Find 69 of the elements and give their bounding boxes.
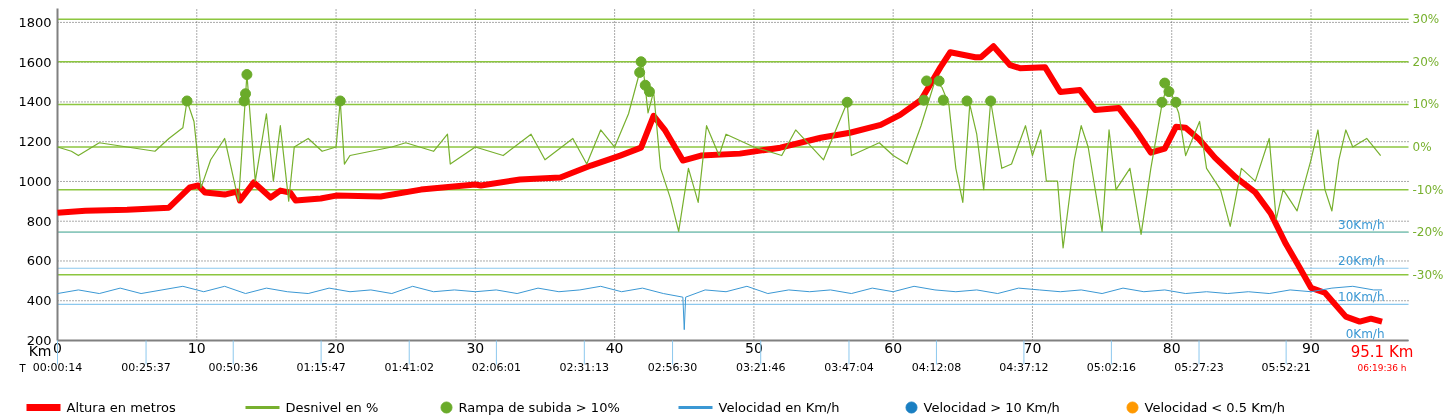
x-tick-label: 10 (187, 339, 206, 356)
legend-label: Altura en metros (66, 400, 176, 415)
x2-tick-label: 00:50:36 (208, 360, 258, 374)
point (933, 75, 945, 87)
x2-tick-label: 02:06:01 (471, 360, 522, 374)
x2-tick-label: 00:25:37 (121, 360, 171, 374)
legend-label: Desnivel en % (285, 400, 379, 415)
point (841, 96, 853, 108)
point (635, 56, 647, 68)
x-tick-label: 30 (466, 339, 485, 356)
x2-tick-label: 02:56:30 (647, 360, 698, 374)
legend-label: Velocidad < 0.5 Km/h (1144, 400, 1285, 415)
x2-tick-label: 01:15:47 (296, 360, 346, 374)
x2-tick-label: 04:12:08 (911, 360, 962, 374)
y2-tick-label: -10% (1412, 182, 1444, 197)
x2-tick-label: 05:02:16 (1086, 360, 1137, 374)
y-tick-label: 800 (26, 213, 52, 229)
x2-tick-label: 01:41:02 (384, 360, 434, 374)
x-tick-label: 90 (1302, 339, 1320, 356)
point (937, 94, 949, 106)
legend-label: Velocidad en Km/h (718, 400, 840, 415)
y-tick-label: 1000 (18, 173, 52, 189)
y-tick-label: 600 (26, 253, 52, 269)
x-tick-label: 50 (744, 339, 763, 356)
text: 06:19:36 h (1357, 362, 1407, 373)
point (334, 95, 346, 107)
y2-tick-label: 20% (1412, 54, 1440, 69)
point (1159, 77, 1171, 89)
point (918, 94, 930, 106)
x-tick-label: 20 (327, 339, 345, 356)
y-tick-label: 1600 (18, 54, 52, 70)
point (985, 95, 997, 107)
y-tick-label: 1200 (18, 134, 52, 150)
x2-tick-label: 02:31:13 (559, 360, 610, 374)
y-tick-label: 1400 (18, 94, 52, 110)
y2-tick-label: 10% (1412, 97, 1440, 112)
y3-tick-label: 30Km/h (1338, 218, 1385, 233)
x-tick-label: 40 (605, 339, 624, 356)
y-tick-label: 400 (26, 293, 52, 309)
point (921, 75, 933, 87)
point (634, 66, 646, 78)
y2-tick-label: 0% (1412, 140, 1432, 155)
point (1163, 86, 1175, 98)
legend-label: Rampa de subida > 10% (458, 400, 620, 415)
point (181, 95, 193, 107)
y3-tick-label: 20Km/h (1338, 254, 1385, 269)
y2-tick-label: 30% (1412, 12, 1440, 27)
x2-tick-label: 00:00:14 (32, 360, 83, 374)
x2-axis-title: T (18, 362, 27, 374)
point (1170, 96, 1182, 108)
x2-tick-label: 03:21:46 (736, 360, 786, 374)
y3-tick-label: 0Km/h (1345, 326, 1385, 341)
x-tick-label: 70 (1023, 339, 1042, 356)
point (643, 86, 655, 98)
y2-tick-label: -30% (1412, 267, 1444, 282)
text: 95.1 Km (1350, 342, 1414, 361)
y2-tick-label: -20% (1412, 225, 1444, 240)
x-tick-label: 60 (884, 339, 903, 356)
legend-label: Velocidad > 10 Km/h (923, 400, 1060, 415)
x2-tick-label: 03:47:04 (824, 360, 874, 374)
y3-tick-label: 10Km/h (1338, 290, 1385, 305)
point (961, 95, 973, 107)
x2-tick-label: 05:27:23 (1174, 360, 1224, 374)
point (1156, 96, 1168, 108)
y-tick-label: 1800 (18, 14, 52, 30)
point (241, 69, 253, 81)
x2-tick-label: 04:37:12 (999, 360, 1049, 374)
x-tick-label: 80 (1162, 339, 1181, 356)
x2-tick-label: 05:52:21 (1261, 360, 1311, 374)
